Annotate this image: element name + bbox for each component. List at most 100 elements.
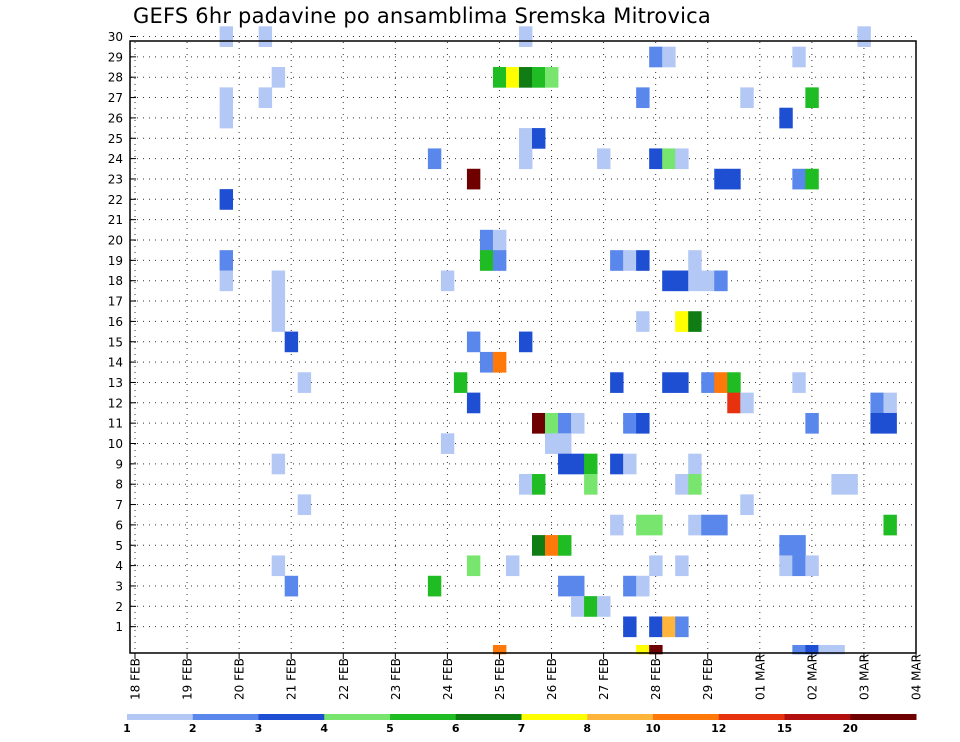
heatmap-cell <box>675 148 689 170</box>
x-tick-label: 25 FEB <box>493 658 507 700</box>
x-tick-label: 27 FEB <box>597 658 611 700</box>
heatmap-cell <box>610 453 624 475</box>
heatmap-cell <box>584 474 598 495</box>
heatmap-cell <box>675 555 689 577</box>
heatmap-cell <box>271 67 286 88</box>
heatmap-cell <box>623 575 637 597</box>
heatmap-cell <box>649 616 663 638</box>
heatmap-cell <box>297 494 312 516</box>
heatmap-cell <box>870 392 884 414</box>
colorbar-swatch <box>192 714 259 720</box>
heatmap-cell <box>558 433 572 454</box>
heatmap-cell <box>219 87 234 109</box>
heatmap-cell <box>271 555 286 577</box>
heatmap-cell <box>649 645 663 655</box>
y-tick-label: 20 <box>108 234 123 248</box>
colorbar-swatch <box>718 714 785 720</box>
heatmap-cell <box>466 392 481 414</box>
heatmap-cell <box>805 87 819 109</box>
heatmap-cell <box>610 250 624 271</box>
heatmap-cell <box>518 474 533 495</box>
colorbar-label: 2 <box>189 722 197 735</box>
heatmap-cell <box>558 453 572 475</box>
heatmap-cell <box>518 148 533 170</box>
heatmap-cell <box>532 535 546 556</box>
heatmap-cell <box>505 67 520 88</box>
heatmap-cell <box>662 372 676 393</box>
y-tick-label: 7 <box>115 498 123 512</box>
heatmap-cell <box>610 514 624 536</box>
colorbar-swatch <box>258 714 325 720</box>
y-axis: 1234567891011121314151617181920212223242… <box>108 30 136 634</box>
y-tick-label: 15 <box>108 335 123 349</box>
heatmap-cell <box>649 555 663 577</box>
heatmap-cell <box>492 351 507 373</box>
heatmap-cell <box>662 46 676 68</box>
heatmap-cell <box>779 535 793 556</box>
heatmap-cell <box>831 474 845 495</box>
heatmap-cell <box>636 575 650 597</box>
heatmap-cell <box>219 107 234 129</box>
heatmap-cell <box>258 87 273 109</box>
heatmap-cell <box>636 412 650 434</box>
heatmap-cell <box>727 168 741 190</box>
heatmap-cell <box>792 168 806 190</box>
x-axis: 18 FEB 19 FEB 20 FEB 21 FEB 22 FEB 23 FEB 24 F… <box>129 653 924 700</box>
heatmap-cell <box>805 555 819 577</box>
heatmap-cell <box>662 148 676 170</box>
y-tick-label: 23 <box>108 172 123 186</box>
heatmap-cell <box>623 412 637 434</box>
heatmap-cell <box>284 575 299 597</box>
heatmap-cell <box>518 26 533 47</box>
heatmap-cell <box>532 412 546 434</box>
heatmap-cell <box>492 229 507 251</box>
heatmap-cell <box>701 270 715 292</box>
heatmap-cell <box>649 46 663 68</box>
heatmap-cell <box>727 392 741 414</box>
heatmap-cell <box>532 128 546 149</box>
colorbar-swatch <box>390 714 457 720</box>
heatmap-cell <box>883 412 897 434</box>
colorbar-label: 7 <box>518 722 526 735</box>
x-tick-label: 18 FEB <box>129 658 143 700</box>
x-tick-label: 03 MAR <box>857 654 871 700</box>
heatmap-cell <box>636 645 650 655</box>
heatmap-cell <box>883 392 897 414</box>
colorbar-swatch <box>324 714 391 720</box>
heatmap-cell <box>271 453 286 475</box>
y-tick-label: 8 <box>115 478 123 492</box>
heatmap-cell <box>688 514 702 536</box>
heatmap-cell <box>571 453 585 475</box>
heatmap-cell <box>297 372 312 393</box>
heatmap-cell <box>440 433 455 454</box>
heatmap-cell <box>779 107 793 129</box>
heatmap-cell <box>518 331 533 353</box>
heatmap-cell <box>675 372 689 393</box>
heatmap-cell <box>688 250 702 271</box>
heatmap-cell <box>883 514 897 536</box>
heatmap-cell <box>558 535 572 556</box>
colorbar: 1 2 3 4 5 6 7 8 10 12 15 20 <box>123 714 917 735</box>
heatmap-cell <box>636 514 650 536</box>
y-tick-label: 24 <box>108 152 123 166</box>
colorbar-label: 3 <box>255 722 263 735</box>
heatmap-cell <box>219 270 234 292</box>
heatmap-cell <box>636 87 650 109</box>
heatmap-cells <box>219 26 897 655</box>
heatmap-cell <box>271 290 286 312</box>
colorbar-swatch <box>784 714 851 720</box>
colorbar-swatch <box>455 714 522 720</box>
x-tick-label: 22 FEB <box>337 658 351 700</box>
heatmap-cell <box>675 616 689 638</box>
heatmap-cell <box>492 67 507 88</box>
x-tick-label: 26 FEB <box>545 658 559 700</box>
heatmap-cell <box>466 331 481 353</box>
y-tick-label: 9 <box>115 457 123 471</box>
heatmap-cell <box>518 67 533 88</box>
heatmap-cell <box>662 616 676 638</box>
colorbar-swatch <box>127 714 194 720</box>
heatmap-cell <box>284 331 299 353</box>
x-tick-label: 02 MAR <box>805 654 819 700</box>
x-tick-label: 04 MAR <box>910 654 924 700</box>
